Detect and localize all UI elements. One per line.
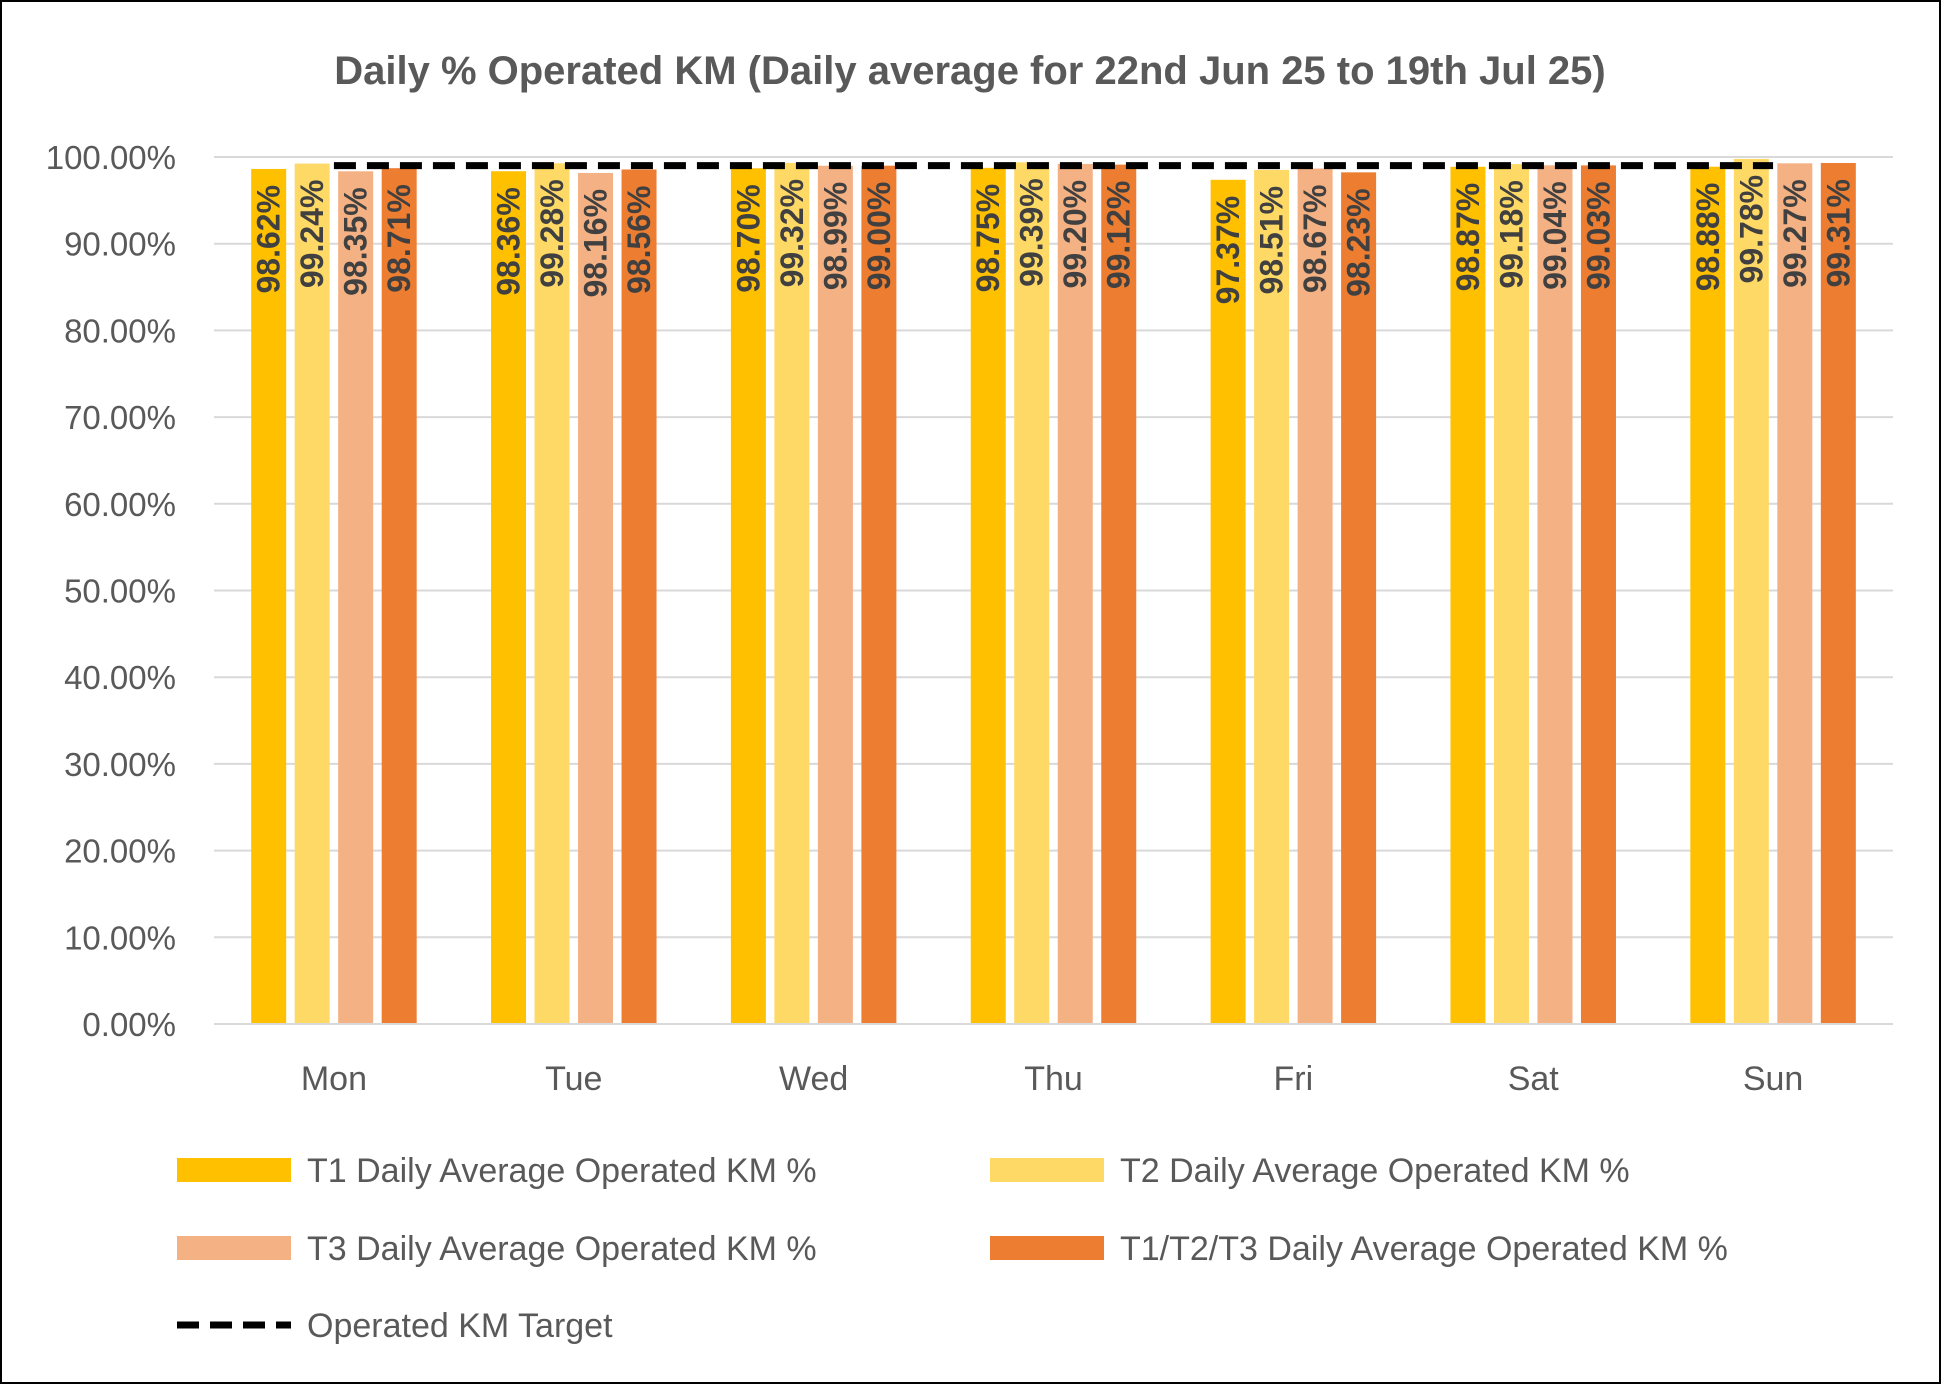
bar	[1254, 169, 1290, 1024]
bar	[1101, 164, 1137, 1025]
data-label: 99.03%	[1580, 181, 1616, 290]
bar	[970, 167, 1006, 1024]
legend-label: T1 Daily Average Operated KM %	[307, 1152, 817, 1190]
bar	[251, 168, 287, 1024]
data-label: 99.20%	[1057, 180, 1093, 289]
bar	[1450, 166, 1486, 1024]
bar	[1537, 165, 1573, 1025]
x-tick-label: Sun	[1743, 1060, 1804, 1098]
data-label: 98.75%	[970, 184, 1006, 293]
y-tick-label: 10.00%	[64, 919, 176, 956]
legend: T1 Daily Average Operated KM % T2 Daily A…	[177, 1152, 1728, 1345]
bar	[1690, 166, 1726, 1025]
y-tick-label: 30.00%	[64, 746, 176, 783]
data-label: 99.04%	[1537, 181, 1573, 290]
data-label: 98.88%	[1690, 183, 1726, 292]
y-tick-label: 70.00%	[64, 399, 176, 436]
legend-label: T3 Daily Average Operated KM %	[307, 1230, 817, 1268]
bar	[1493, 164, 1529, 1025]
data-label: 99.00%	[861, 182, 897, 291]
y-tick-label: 0.00%	[82, 1006, 176, 1043]
data-label: 99.12%	[1101, 181, 1137, 290]
bar	[1820, 162, 1856, 1024]
data-label: 98.35%	[338, 187, 374, 296]
data-label: 99.39%	[1014, 178, 1050, 287]
gridlines	[214, 156, 1893, 939]
x-axis-ticks: Mon Tue Wed Thu Fri Sat Sun	[301, 1060, 1803, 1098]
data-label: 98.16%	[578, 189, 614, 298]
bar	[294, 163, 330, 1024]
data-label: 98.67%	[1297, 185, 1333, 294]
y-tick-label: 40.00%	[64, 659, 176, 696]
data-label: 98.62%	[251, 185, 287, 294]
data-label: 98.99%	[817, 182, 853, 291]
bar	[621, 169, 657, 1024]
legend-swatch	[990, 1236, 1104, 1260]
data-label: 98.36%	[491, 187, 527, 296]
data-label: 99.32%	[774, 179, 810, 288]
bar	[1297, 168, 1333, 1024]
bar	[578, 172, 614, 1024]
data-label: 99.31%	[1820, 179, 1856, 288]
data-label: 99.24%	[294, 180, 330, 289]
legend-swatch	[177, 1236, 291, 1260]
y-tick-label: 90.00%	[64, 226, 176, 263]
y-tick-label: 60.00%	[64, 486, 176, 523]
data-label: 98.51%	[1254, 186, 1290, 295]
data-label: 99.28%	[534, 179, 570, 288]
legend-label: T2 Daily Average Operated KM %	[1120, 1152, 1630, 1190]
bar	[534, 163, 570, 1024]
y-tick-label: 100.00%	[46, 139, 176, 176]
bars	[251, 158, 1856, 1025]
data-label: 99.18%	[1493, 180, 1529, 289]
y-tick-label: 20.00%	[64, 833, 176, 870]
x-tick-label: Mon	[301, 1060, 367, 1098]
bar	[1580, 165, 1616, 1024]
data-label: 99.27%	[1777, 179, 1813, 288]
data-label: 97.37%	[1210, 196, 1246, 305]
x-tick-label: Fri	[1274, 1060, 1314, 1098]
data-label: 98.71%	[381, 184, 417, 293]
bar	[730, 168, 766, 1024]
bar	[1014, 162, 1050, 1024]
bar	[1777, 163, 1813, 1024]
legend-swatch	[990, 1158, 1104, 1182]
bar	[774, 162, 810, 1024]
legend-label: T1/T2/T3 Daily Average Operated KM %	[1120, 1230, 1728, 1268]
bar	[1057, 163, 1093, 1024]
legend-swatch	[177, 1158, 291, 1182]
data-labels: 98.62% 99.24% 98.35% 98.71% 98.36% 99.28% 98.1…	[251, 175, 1857, 304]
y-tick-label: 80.00%	[64, 312, 176, 349]
data-label: 98.56%	[621, 185, 657, 294]
data-label: 98.23%	[1341, 188, 1377, 297]
data-label: 99.78%	[1733, 175, 1769, 284]
legend-label: Operated KM Target	[307, 1307, 613, 1345]
bar	[381, 168, 417, 1024]
x-tick-label: Tue	[545, 1060, 602, 1098]
chart-title: Daily % Operated KM (Daily average for 2…	[334, 49, 1606, 93]
bar	[1341, 172, 1377, 1025]
y-tick-label: 50.00%	[64, 573, 176, 610]
bar	[1210, 179, 1246, 1024]
bar	[1733, 158, 1769, 1024]
x-tick-label: Thu	[1024, 1060, 1083, 1098]
x-tick-label: Sat	[1508, 1060, 1560, 1098]
bar	[491, 171, 527, 1024]
data-label: 98.87%	[1450, 183, 1486, 292]
y-axis-ticks: 0.00% 10.00% 20.00% 30.00% 40.00% 50.00% 60.00…	[46, 139, 176, 1043]
bar	[338, 171, 374, 1025]
bar	[861, 165, 897, 1025]
data-label: 98.70%	[730, 184, 766, 293]
bar	[817, 165, 853, 1024]
x-tick-label: Wed	[779, 1060, 848, 1098]
